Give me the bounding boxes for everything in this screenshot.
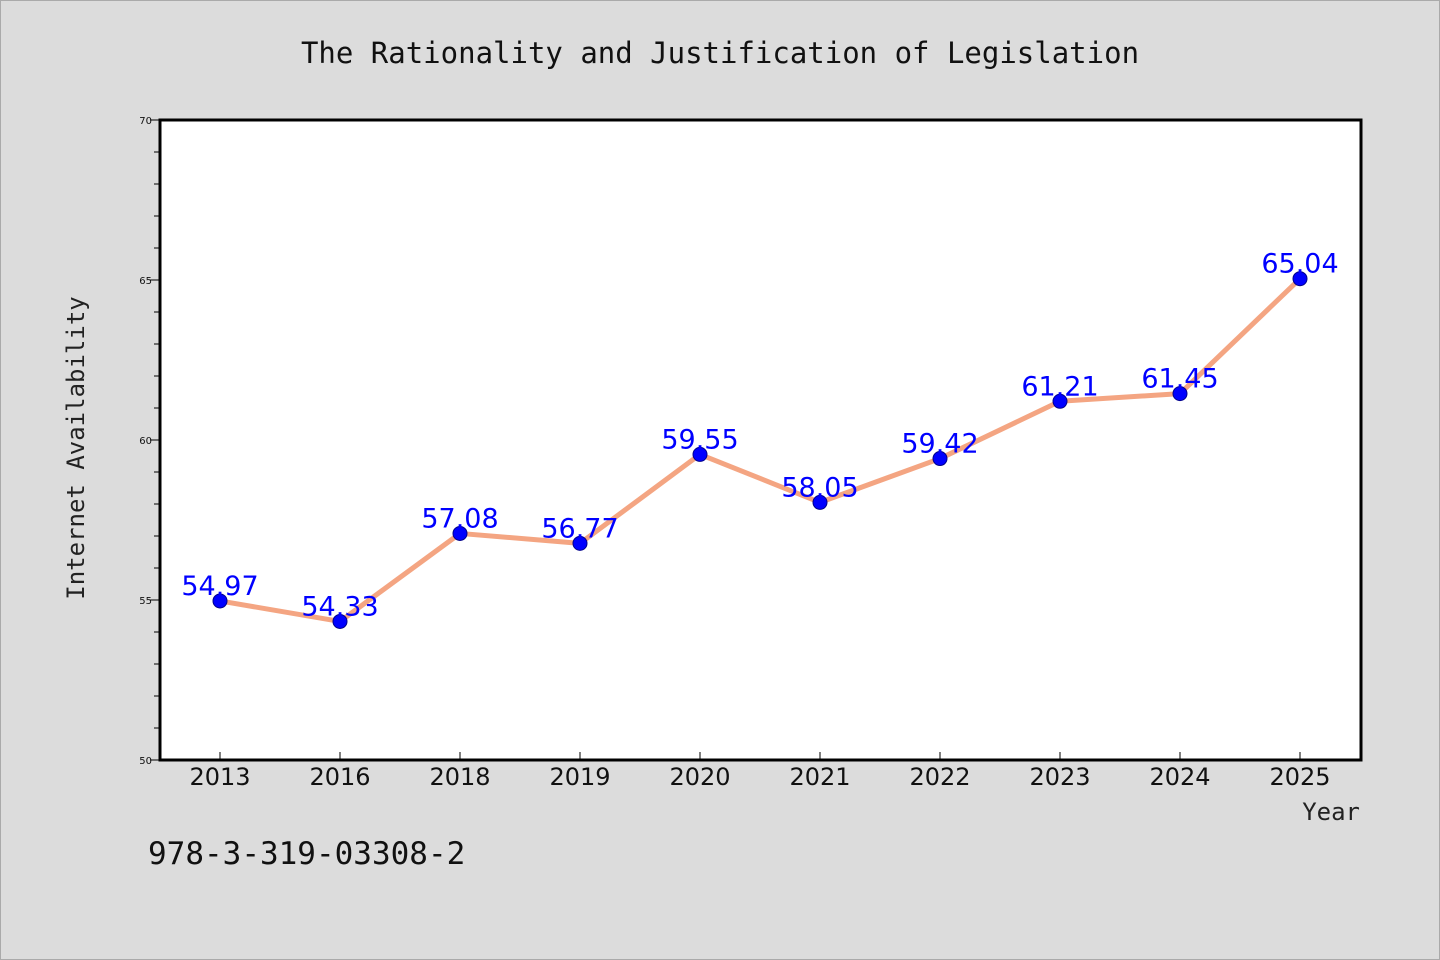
y-tick-label: 55 [139, 596, 152, 607]
data-point [332, 613, 348, 629]
chart-title: The Rationality and Justification of Leg… [301, 36, 1139, 70]
data-point [932, 451, 948, 467]
x-tick-label: 2023 [1029, 763, 1090, 791]
series-line [219, 276, 1302, 624]
data-label: 61.21 [1021, 371, 1098, 402]
data-label: 59.42 [901, 429, 978, 460]
data-label: 59.55 [661, 424, 738, 455]
y-tick-label: 60 [139, 436, 152, 447]
data-labels: 54.97 54.33 57.08 56.77 59.55 58.05 59.42 61.21… [181, 249, 1338, 623]
data-label: 54.97 [181, 571, 258, 602]
data-label: 65.04 [1261, 249, 1338, 280]
x-tick-label: 2019 [549, 763, 610, 791]
x-tick-label: 2022 [909, 763, 970, 791]
data-label: 61.45 [1141, 364, 1218, 395]
data-point [452, 525, 468, 541]
x-axis-label: Year [1302, 798, 1360, 826]
data-point [1292, 271, 1308, 287]
data-label: 57.08 [421, 503, 498, 534]
y-tick-label: 50 [139, 756, 152, 767]
x-tick-label: 2024 [1149, 763, 1210, 791]
data-point [1052, 393, 1068, 409]
data-point [572, 535, 588, 551]
data-point [692, 446, 708, 462]
x-tick-label: 2020 [669, 763, 730, 791]
y-axis-label: Internet Availability [62, 296, 90, 599]
x-tick-label: 2018 [429, 763, 490, 791]
footer-isbn: 978-3-319-03308-2 [148, 836, 465, 872]
y-tick-label: 70 [139, 116, 152, 127]
plot-area [160, 120, 1361, 760]
y-axis-tick-labels: 50 55 60 65 70 [139, 116, 152, 767]
data-point [812, 494, 828, 510]
x-tick-label: 2025 [1269, 763, 1330, 791]
data-label: 56.77 [541, 513, 618, 544]
x-tick-label: 2016 [309, 763, 370, 791]
data-point [212, 593, 228, 609]
data-markers [212, 271, 1308, 629]
data-point [1172, 386, 1188, 402]
data-label: 54.33 [301, 591, 378, 622]
y-tick-label: 65 [139, 276, 152, 287]
x-tick-label: 2013 [189, 763, 250, 791]
plot-border [158, 118, 1363, 762]
data-label: 58.05 [781, 472, 858, 503]
x-tick-label: 2021 [789, 763, 850, 791]
x-axis-tick-labels: 2013 2016 2018 2019 2020 2021 2022 2023 2024 2025 [189, 763, 1330, 791]
